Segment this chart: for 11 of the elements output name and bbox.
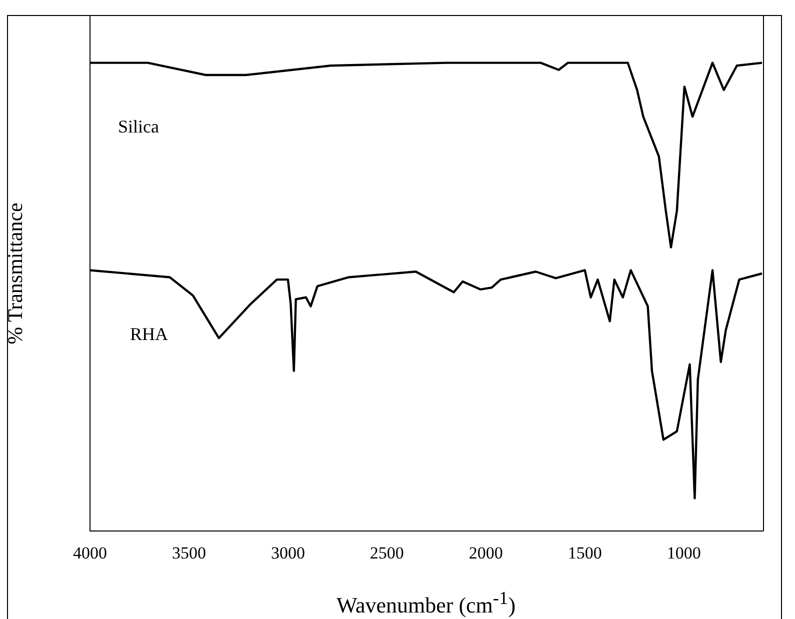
text: Silica bbox=[118, 116, 160, 137]
text: RHA bbox=[130, 324, 168, 344]
x-tick-label: 3000 bbox=[270, 544, 305, 563]
x-tick-label: 3500 bbox=[172, 544, 206, 563]
x-tick-label: 2000 bbox=[468, 544, 503, 563]
x-tick-label: 4000 bbox=[73, 544, 107, 563]
y-axis-title: % Transmittance bbox=[3, 202, 28, 344]
x-tick-label: 2500 bbox=[370, 544, 404, 563]
x-tick-label: 1500 bbox=[568, 544, 602, 563]
x-axis-title: Wavenumber (cm$^{-1}$) bbox=[335, 588, 517, 618]
x-tick-label: 1000 bbox=[666, 544, 701, 563]
